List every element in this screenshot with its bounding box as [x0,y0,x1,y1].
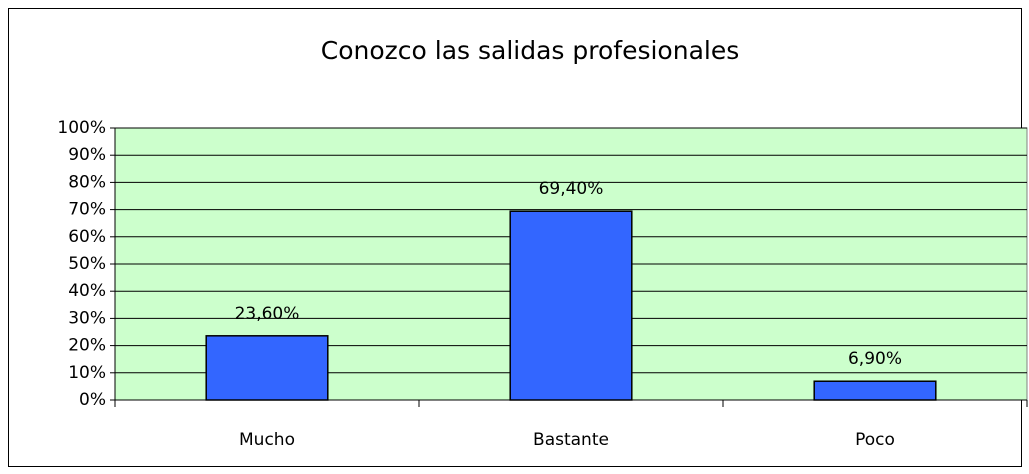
value-label: 6,90% [848,349,902,369]
bar [205,335,329,401]
y-tick-label: 90% [68,145,106,165]
y-tick-label: 50% [68,254,106,274]
x-tick-label: Bastante [533,430,609,450]
value-label: 23,60% [235,304,300,324]
y-tick-label: 80% [68,172,106,192]
x-tick-label: Poco [855,430,895,450]
value-label: 69,40% [539,179,604,199]
y-tick-label: 60% [68,227,106,247]
bar [813,380,937,401]
bar [509,210,633,401]
y-tick-label: 30% [68,308,106,328]
y-tick-label: 70% [68,200,106,220]
y-tick-label: 100% [57,118,106,138]
y-tick-label: 20% [68,336,106,356]
y-tick-label: 0% [79,390,106,410]
x-tick-label: Mucho [239,430,295,450]
chart-title: Conozco las salidas profesionales [321,36,740,65]
y-tick-label: 40% [68,281,106,301]
y-tick-label: 10% [68,363,106,383]
